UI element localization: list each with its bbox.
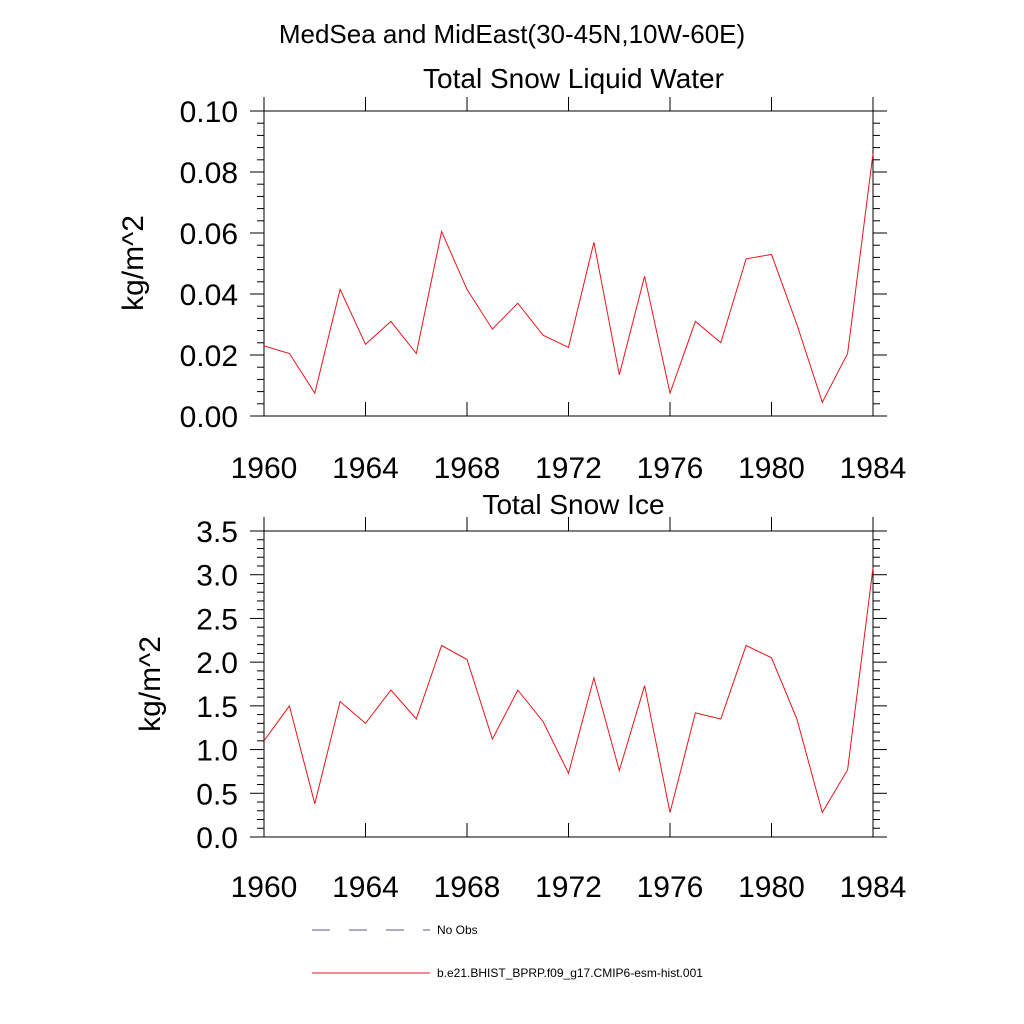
panel-snow-ice: Total Snow Ice kg/m^2 1960 1964 1968 1972 1976… (134, 489, 906, 904)
x-tick-label: 1960 (231, 452, 298, 485)
panel-title: Total Snow Liquid Water (423, 63, 724, 94)
x-tick-label: 1980 (738, 452, 805, 485)
x-tick-label: 1968 (434, 871, 501, 904)
y-tick-label: 2.0 (196, 647, 238, 680)
x-tick-label: 1968 (434, 452, 501, 485)
plot-frame (263, 110, 874, 417)
y-tick-label: 0.08 (180, 157, 238, 190)
y-tick-label: 2.5 (196, 603, 238, 636)
y-tick-label: 0.06 (180, 218, 238, 251)
x-tick-label: 1984 (840, 452, 907, 485)
x-tick-label: 1976 (637, 452, 704, 485)
legend-model-label: b.e21.BHIST_BPRP.f09_g17.CMIP6-esm-hist.… (437, 966, 703, 980)
y-tick-label: 3.0 (196, 560, 238, 593)
x-tick-label: 1972 (535, 871, 602, 904)
panel-title: Total Snow Ice (482, 489, 664, 520)
series-line (263, 567, 874, 814)
y-tick-label: 0.02 (180, 340, 238, 373)
legend: No Obs b.e21.BHIST_BPRP.f09_g17.CMIP6-es… (312, 923, 703, 980)
y-axis-label: kg/m^2 (117, 215, 150, 311)
x-tick-label: 1976 (637, 871, 704, 904)
plot-frame (263, 530, 874, 838)
x-tick-label: 1960 (231, 871, 298, 904)
figure-title: MedSea and MidEast(30-45N,10W-60E) (279, 19, 745, 49)
y-axis-label: kg/m^2 (134, 636, 167, 732)
y-tick-label: 1.5 (196, 691, 238, 724)
x-tick-label: 1964 (332, 871, 399, 904)
legend-no-obs-label: No Obs (437, 923, 478, 937)
x-tick-label: 1972 (535, 452, 602, 485)
y-tick-label: 0.04 (180, 279, 238, 312)
x-tick-label: 1980 (738, 871, 805, 904)
y-tick-label: 0.00 (180, 401, 238, 434)
series-line (263, 153, 874, 404)
y-tick-label: 0.5 (196, 778, 238, 811)
y-tick-label: 0.10 (180, 96, 238, 129)
y-tick-label: 1.0 (196, 735, 238, 768)
y-tick-label: 3.5 (196, 516, 238, 549)
panel-snow-liquid-water: Total Snow Liquid Water kg/m^2 1960 1964 196… (117, 63, 906, 485)
x-tick-label: 1984 (840, 871, 907, 904)
x-tick-label: 1964 (332, 452, 399, 485)
y-tick-label: 0.0 (196, 822, 238, 855)
